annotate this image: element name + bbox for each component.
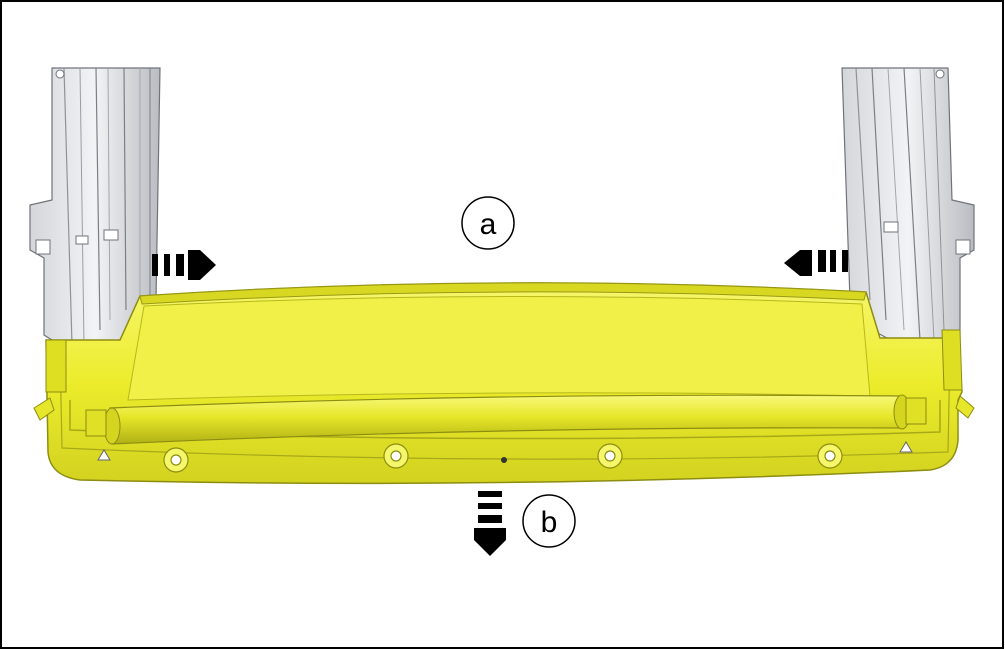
right-guide-rail — [841, 67, 975, 346]
callout-b-label: b — [541, 506, 558, 539]
dashed-arrow-down-icon — [474, 491, 506, 556]
dashed-arrow-right-icon — [152, 250, 216, 280]
dashed-arrow-left-icon — [784, 250, 848, 276]
callout-a-label: a — [480, 208, 497, 241]
sunshade-assembly — [33, 282, 975, 485]
left-guide-rail — [29, 67, 161, 346]
mounting-holes — [163, 443, 843, 473]
callout-b: b — [522, 494, 576, 548]
callout-a: a — [461, 196, 515, 250]
